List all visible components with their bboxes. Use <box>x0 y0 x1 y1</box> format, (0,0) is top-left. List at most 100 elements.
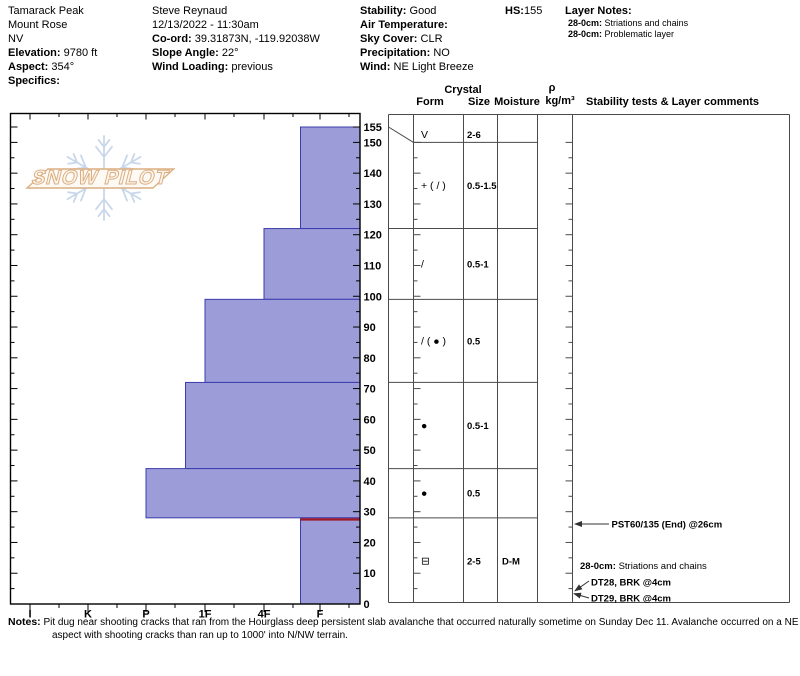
layer-table-grid <box>388 114 790 603</box>
snowpilot-logo-label: SNOW PILOT <box>29 167 171 189</box>
test-arrows <box>573 520 609 599</box>
site-info-line: NV <box>8 33 24 45</box>
depth-axis-label: 100 <box>364 291 382 303</box>
grain-size-value: 2-5 <box>467 556 481 567</box>
grain-form-symbol: / ( ● ) <box>421 335 446 347</box>
pit-notes-text: Pit dug near shooting cracks that ran fr… <box>43 617 799 641</box>
depth-axis-label: 90 <box>364 322 376 334</box>
observer-info-line: Co-ord: 39.31873N, -119.92038W <box>152 33 320 45</box>
grain-size-value: 0.5 <box>467 489 481 500</box>
hardness-bar-layer <box>145 468 361 519</box>
site-info-line: Mount Rose <box>8 19 68 31</box>
layer-note-line: 28-0cm: Problematic layer <box>568 29 675 39</box>
hardness-axis-label: 4F <box>258 609 271 621</box>
weather-info-line: Air Temperature: <box>360 19 448 31</box>
depth-axis-label: 140 <box>364 168 382 180</box>
site-info-line: Tamarack Peak <box>8 5 84 17</box>
grain-form-symbol: ● <box>421 420 427 432</box>
grain-size-value: 2-6 <box>467 130 481 141</box>
layer-notes-lines: 28-0cm: Striations and chains 28-0cm: Pro… <box>568 18 688 40</box>
hardness-axis-label: 1F <box>199 609 212 621</box>
pit-notes-label: Notes: <box>8 616 41 628</box>
depth-axis-label: 10 <box>364 568 376 580</box>
depth-axis-label: 20 <box>364 537 376 549</box>
site-info-line: Elevation: 9780 ft <box>8 47 98 59</box>
layer-table-values: V 2-6 + ( / ) 0.5-1.5 / 0.5-1 / ( ● ) 0.5 ● 0.5-1… <box>421 129 520 567</box>
hardness-bar-layer <box>185 381 361 470</box>
arrow-icon <box>574 580 590 592</box>
grain-size-value: 0.5-1 <box>467 421 489 432</box>
pit-notes: Notes: Pit dug near shooting cracks that… <box>8 616 800 642</box>
depth-axis-label: 155 <box>364 122 382 134</box>
hardness-bar-layer <box>263 228 361 300</box>
depth-axis-label: 60 <box>364 414 376 426</box>
hardness-axis-label: I <box>28 609 31 621</box>
weather-info-line: Stability: Good <box>360 5 437 17</box>
hardness-axis-label: F <box>317 609 324 621</box>
grain-form-symbol: + ( / ) <box>421 180 446 192</box>
hs-label: HS: <box>505 5 524 17</box>
crystal-header: Crystal <box>444 84 482 96</box>
hardness-bars <box>145 126 361 605</box>
density-unit-header: kg/m³ <box>545 95 575 107</box>
grain-form-symbol: V <box>421 129 428 141</box>
layer-comment: 28-0cm: Striations and chains <box>580 561 707 572</box>
depth-axis-label: 110 <box>364 260 382 272</box>
depth-axis-label: 30 <box>364 507 376 519</box>
layer-notes-block: Layer Notes: 28-0cm: Striations and chai… <box>565 4 688 40</box>
table-lines <box>388 114 790 603</box>
hardness-bar-layer <box>300 126 361 230</box>
density-header: ρ <box>548 82 556 94</box>
grain-form-symbol: / <box>421 258 424 270</box>
chart-axes: I K P 1F 4F F 0 10 20 30 40 50 60 70 80 90 100 110 120 130 1… <box>9 112 382 621</box>
weather-info-line: Sky Cover: CLR <box>360 33 443 45</box>
observer-info-line: Slope Angle: 22° <box>152 47 239 59</box>
site-info: Tamarack Peak Mount Rose NV Elevation: 9780… <box>8 4 97 88</box>
hardness-axis-label: P <box>142 609 149 621</box>
weather-info: Stability: Good Air Temperature: Sky Cove… <box>360 4 474 74</box>
hs-value: 155 <box>523 5 543 17</box>
observer-info-line: Steve Reynaud <box>152 5 228 17</box>
axis-ticks <box>10 113 360 612</box>
depth-axis-label: 130 <box>364 199 382 211</box>
stability-tests-header: Stability tests & Layer comments <box>586 96 760 108</box>
stability-test-label: DT28, BRK @4cm <box>591 578 671 589</box>
arrow-icon <box>573 592 590 599</box>
observer-info-line: 12/13/2022 - 11:30am <box>152 19 259 31</box>
observer-info-line: Wind Loading: previous <box>152 61 273 73</box>
depth-axis-label: 120 <box>364 230 382 242</box>
grain-form-symbol: ● <box>421 488 427 500</box>
snowpilot-logo-text: SNOW PILOT <box>25 167 176 189</box>
site-info-line: Aspect: 354° <box>8 61 75 73</box>
grain-size-value: 0.5 <box>467 336 481 347</box>
depth-axis-label: 80 <box>364 353 376 365</box>
grain-size-value: 0.5-1.5 <box>467 181 497 192</box>
depth-axis-label: 50 <box>364 445 376 457</box>
weather-info-line: Wind: NE Light Breeze <box>360 61 474 73</box>
size-header: Size <box>467 96 491 108</box>
depth-axis-label: 150 <box>364 137 382 149</box>
grain-form-symbol: ⊟ <box>421 555 430 567</box>
hardness-bar-layer <box>204 298 361 383</box>
snowpilot-logo: SNOW PILOT <box>25 135 176 221</box>
weather-info-line: Precipitation: NO <box>360 47 450 59</box>
moisture-value: D-M <box>502 556 520 567</box>
stability-test-label: PST60/135 (End) @26cm <box>612 519 723 530</box>
stability-test-annotations: PST60/135 (End) @26cm 28-0cm: Striations … <box>573 519 723 605</box>
hardness-bar-layer <box>300 517 361 605</box>
depth-axis-label: 70 <box>364 384 376 396</box>
site-info-line: Specifics: <box>8 75 60 87</box>
layer-note-line: 28-0cm: Striations and chains <box>568 18 689 28</box>
hs-total: HS:155 <box>505 4 542 18</box>
grain-size-value: 0.5-1 <box>467 259 489 270</box>
hardness-axis-label: K <box>84 609 92 621</box>
moisture-header: Moisture <box>494 96 540 108</box>
observer-info: Steve Reynaud 12/13/2022 - 11:30am Co-ord:… <box>152 4 320 74</box>
form-header: Form <box>416 96 444 108</box>
layer-notes-title: Layer Notes: <box>565 5 632 17</box>
depth-axis-label: 40 <box>364 476 376 488</box>
stability-test-label: DT29, BRK @4cm <box>591 594 671 605</box>
depth-axis-label: 0 <box>364 599 370 611</box>
